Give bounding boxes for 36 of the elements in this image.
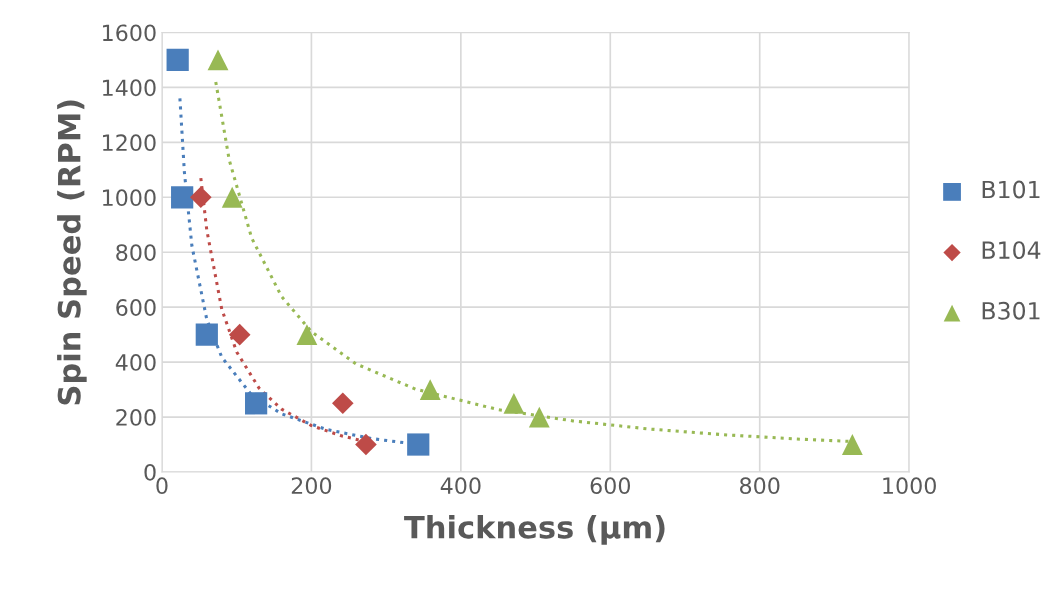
point [528, 406, 550, 428]
point [407, 433, 430, 456]
point [355, 433, 377, 456]
y-tick-label: 200 [116, 409, 156, 426]
y-axis-title: Spin Speed (RPM) [57, 100, 87, 405]
point [166, 48, 189, 72]
x-tick-label: 200 [291, 477, 332, 495]
x-tick-label: 400 [440, 477, 481, 495]
x-tick-label: 600 [590, 477, 631, 495]
legend-label: B301 [982, 301, 1040, 320]
y-tick-label: 1200 [103, 134, 156, 152]
x-tick-label: 800 [740, 477, 780, 495]
point [171, 186, 194, 209]
y-tick-label: 1400 [103, 79, 156, 97]
legend-label: B101 [982, 180, 1040, 199]
y-tick-label: 1000 [103, 189, 156, 207]
point [221, 186, 243, 208]
point [296, 324, 318, 346]
y-tick-label: 1600 [103, 24, 156, 42]
x-tick-label: 0 [156, 477, 168, 495]
y-tick-label: 0 [144, 463, 156, 481]
legend-label: B104 [982, 241, 1041, 260]
point [245, 392, 268, 415]
point [207, 49, 229, 71]
point [841, 434, 863, 455]
x-axis-title: Thickness (µm) [404, 515, 665, 545]
x-tick-label: 1000 [883, 477, 936, 495]
y-tick-label: 800 [116, 244, 156, 261]
point [195, 323, 218, 346]
point [331, 392, 354, 415]
y-tick-label: 600 [116, 299, 156, 316]
point [228, 323, 251, 346]
point [190, 186, 212, 209]
point [503, 392, 525, 414]
point [419, 379, 441, 400]
y-tick-label: 400 [115, 354, 156, 371]
